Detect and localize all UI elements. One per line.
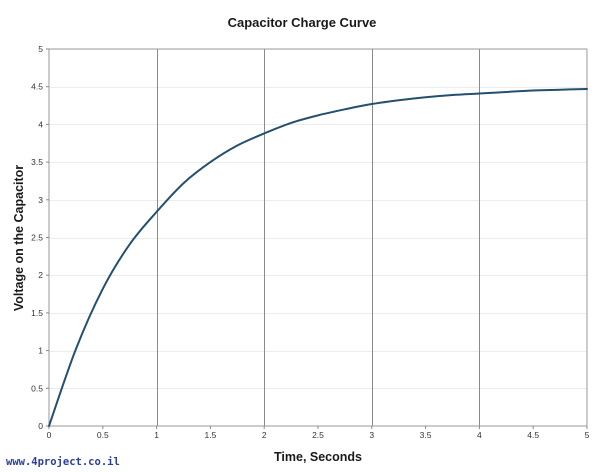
x-tick-label-9: 4.5: [527, 430, 539, 440]
y-axis-ticks: 0 0.5 1 1.5 2 2.5 3 3.5 4 4.5 5: [31, 44, 49, 431]
y-tick-label-2: 1: [38, 346, 43, 356]
x-tick-label-7: 3.5: [420, 430, 432, 440]
y-tick-label-9: 4.5: [31, 82, 43, 92]
y-tick-label-7: 3.5: [31, 157, 43, 167]
x-tick-label-2: 1: [154, 430, 159, 440]
y-axis-title: Voltage on the Capacitor: [12, 165, 26, 311]
y-tick-label-6: 3: [38, 195, 43, 205]
x-tick-label-5: 2.5: [312, 430, 324, 440]
y-tick-label-5: 2.5: [31, 233, 43, 243]
x-axis-title: Time, Seconds: [274, 450, 362, 464]
y-tick-label-4: 2: [38, 270, 43, 280]
series-line-0: [48, 87, 588, 427]
y-tick-label-1: 0.5: [31, 383, 43, 393]
watermark-text: www.4project.co.il: [6, 456, 120, 468]
x-tick-label-0: 0: [47, 430, 52, 440]
series-layer: [48, 87, 588, 427]
x-tick-label-6: 3: [369, 430, 374, 440]
chart-title: Capacitor Charge Curve: [228, 15, 377, 30]
y-tick-label-8: 4: [38, 119, 43, 129]
y-tick-label-0: 0: [38, 421, 43, 431]
x-tick-label-10: 5: [585, 430, 590, 440]
x-tick-label-4: 2: [262, 430, 267, 440]
y-tick-label-10: 5: [38, 44, 43, 54]
x-tick-label-1: 0.5: [97, 430, 109, 440]
x-axis-ticks: 0 0.5 1 1.5 2 2.5 3 3.5 4 4.5 5: [47, 426, 590, 440]
grid: [49, 49, 587, 426]
x-tick-label-3: 1.5: [204, 430, 216, 440]
x-tick-label-8: 4: [477, 430, 482, 440]
y-tick-label-3: 1.5: [31, 308, 43, 318]
